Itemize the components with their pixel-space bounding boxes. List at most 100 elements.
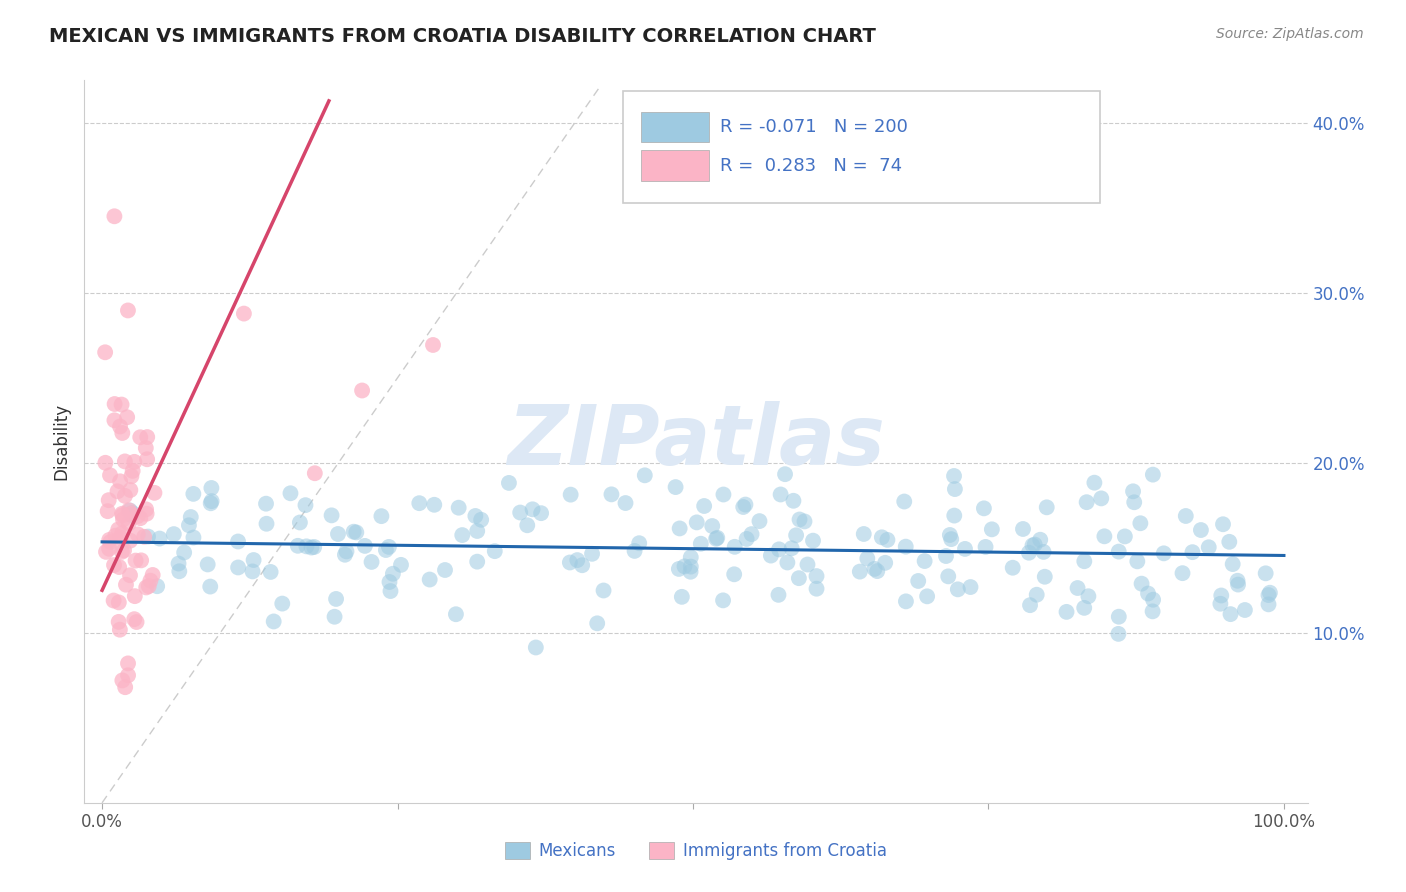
Point [894, 540, 917, 554]
Legend: Mexicans, Immigrants from Croatia: Mexicans, Immigrants from Croatia [499, 835, 893, 867]
Point [136, 530, 159, 544]
Point [973, 501, 995, 516]
Point [907, 574, 929, 588]
Point [107, 615, 129, 629]
Point [734, 498, 756, 512]
Text: Source: ZipAtlas.com: Source: ZipAtlas.com [1216, 27, 1364, 41]
Point [111, 545, 134, 559]
Point [623, 544, 645, 558]
Point [451, 528, 474, 542]
Point [1142, 604, 1164, 618]
Y-axis label: Disability: Disability [52, 403, 70, 480]
Point [1107, 627, 1129, 641]
Point [103, 593, 125, 607]
Point [614, 496, 637, 510]
Point [167, 557, 190, 571]
Point [335, 544, 357, 558]
Point [1222, 557, 1244, 571]
Point [1021, 538, 1043, 552]
Point [163, 527, 186, 541]
Point [103, 209, 125, 223]
Point [111, 512, 134, 526]
Point [256, 516, 278, 531]
Point [941, 532, 963, 546]
Point [1189, 523, 1212, 537]
Point [1122, 484, 1144, 499]
Point [121, 464, 143, 478]
Point [914, 554, 936, 568]
Point [1226, 574, 1249, 588]
Point [124, 455, 146, 469]
Point [380, 584, 402, 599]
Point [464, 508, 486, 523]
Point [1198, 541, 1220, 555]
Point [600, 487, 623, 501]
Point [560, 488, 582, 502]
Point [149, 532, 172, 546]
Point [295, 540, 318, 554]
Point [1153, 546, 1175, 560]
Point [134, 530, 156, 544]
Point [107, 484, 129, 499]
Point [856, 551, 879, 566]
Point [344, 525, 367, 540]
Point [444, 607, 467, 622]
Point [108, 560, 131, 574]
Point [111, 507, 134, 521]
Point [866, 564, 889, 578]
Point [1092, 529, 1115, 543]
Point [114, 680, 136, 694]
Point [1137, 586, 1160, 600]
Point [120, 483, 142, 497]
Point [567, 553, 589, 567]
Point [793, 515, 815, 529]
Point [1114, 529, 1136, 543]
Point [1108, 609, 1130, 624]
Point [111, 673, 134, 688]
Point [1212, 517, 1234, 532]
Point [1073, 554, 1095, 568]
Point [801, 533, 824, 548]
Point [197, 558, 219, 572]
Point [139, 574, 162, 588]
Point [679, 565, 702, 579]
Point [522, 502, 544, 516]
Point [177, 518, 200, 533]
Point [1024, 537, 1046, 551]
Point [118, 503, 141, 517]
Point [200, 580, 222, 594]
Point [787, 571, 810, 585]
Point [111, 526, 134, 541]
Point [893, 494, 915, 508]
Point [183, 531, 205, 545]
Text: MEXICAN VS IMMIGRANTS FROM CROATIA DISABILITY CORRELATION CHART: MEXICAN VS IMMIGRANTS FROM CROATIA DISAB… [49, 27, 876, 45]
Point [117, 303, 139, 318]
Point [581, 547, 603, 561]
Point [135, 441, 157, 455]
Point [679, 550, 702, 565]
Point [634, 468, 657, 483]
Point [782, 493, 804, 508]
Point [120, 469, 142, 483]
Point [263, 615, 285, 629]
Point [127, 527, 149, 541]
Point [301, 541, 323, 555]
Point [98, 468, 121, 483]
Point [769, 487, 792, 501]
Point [664, 480, 686, 494]
Point [226, 560, 249, 574]
Point [1126, 554, 1149, 568]
Point [135, 507, 157, 521]
Point [702, 519, 724, 533]
Point [776, 556, 799, 570]
Point [1035, 500, 1057, 515]
Point [1077, 589, 1099, 603]
Point [706, 531, 728, 545]
Point [586, 616, 609, 631]
Point [124, 589, 146, 603]
Point [465, 524, 488, 538]
Point [118, 568, 141, 582]
Point [1029, 533, 1052, 547]
Point [974, 540, 997, 554]
Text: R = -0.071   N = 200: R = -0.071 N = 200 [720, 119, 908, 136]
